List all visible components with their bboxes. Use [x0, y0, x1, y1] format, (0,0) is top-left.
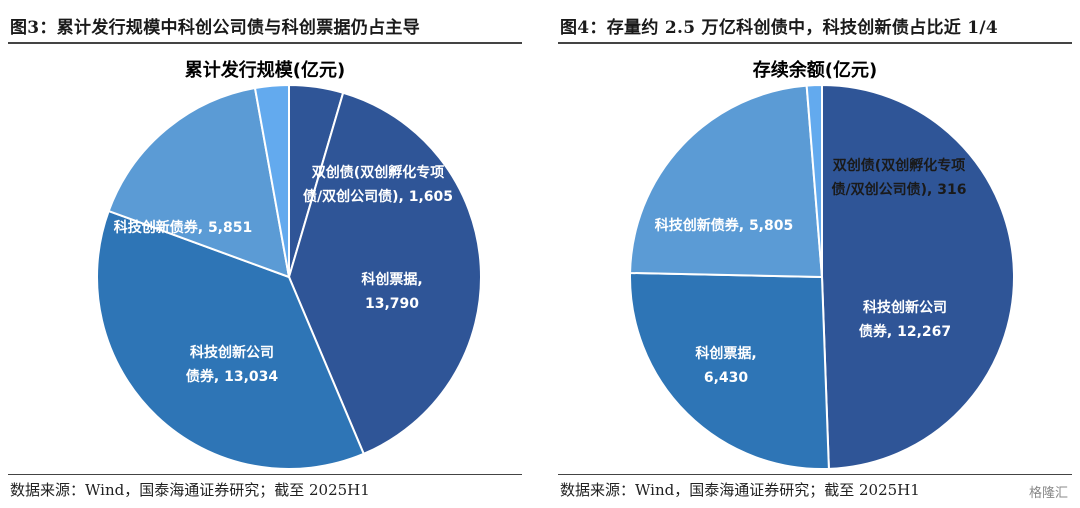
source-note: 数据来源：Wind，国泰海通证券研究；截至 2025H1 — [10, 481, 370, 499]
figure-3-panel: 图3：累计发行规模中科创公司债与科创票据仍占主导 累计发行规模(亿元) 双创债(… — [0, 0, 530, 508]
pie-slice — [287, 91, 482, 456]
pie-chart-outstanding-balance: 科技创新公司债券, 12,267 科创票据, 6,430 科技创新债券, 5,805 双… — [629, 83, 1015, 470]
bottom-rule — [8, 474, 522, 475]
slice-label: 科创票据, 13,790 — [361, 271, 422, 312]
figure-title: 图3：累计发行规模中科创公司债与科创票据仍占主导 — [10, 18, 421, 38]
top-rule — [558, 42, 1072, 44]
figure-title: 图4：存量约 2.5 万亿科创债中，科技创新债占比近 1/4 — [560, 18, 999, 38]
slice-label: 科技创新公司债券, 12,267 — [859, 299, 951, 340]
top-rule — [8, 42, 522, 44]
pie-slice — [629, 271, 830, 470]
slice-label: 双创债(双创孵化专项债/双创公司债), 316 — [832, 157, 967, 198]
pie-slice — [805, 83, 823, 278]
pie-slice — [821, 83, 1015, 470]
pie-slice — [107, 86, 291, 279]
chart-title: 累计发行规模(亿元) — [184, 60, 346, 81]
pie-slice — [629, 84, 824, 279]
figure-4-panel: 图4：存量约 2.5 万亿科创债中，科技创新债占比近 1/4 存续余额(亿元) … — [550, 0, 1080, 508]
slice-label: 科技创新债券, 5,851 — [114, 219, 252, 236]
slice-label: 双创债(双创孵化专项债/双创公司债), 1,605 — [303, 164, 453, 205]
bottom-rule — [558, 474, 1072, 475]
source-note: 数据来源：Wind，国泰海通证券研究；截至 2025H1 — [560, 481, 920, 499]
slice-label: 科技创新债券, 5,805 — [655, 217, 793, 234]
slice-label: 科技创新公司债券, 13,034 — [186, 344, 278, 385]
pie-chart-cumulative-issuance: 双创债(双创孵化专项债/双创公司债), 1,605 科创票据, 13,790 科技创新… — [96, 83, 482, 470]
slice-label: 科创票据, 6,430 — [695, 345, 756, 386]
watermark-logo: 格隆汇 — [1028, 486, 1068, 501]
pie-slice — [96, 209, 366, 470]
pie-slice — [253, 83, 290, 278]
chart-title: 存续余额(亿元) — [752, 60, 878, 81]
